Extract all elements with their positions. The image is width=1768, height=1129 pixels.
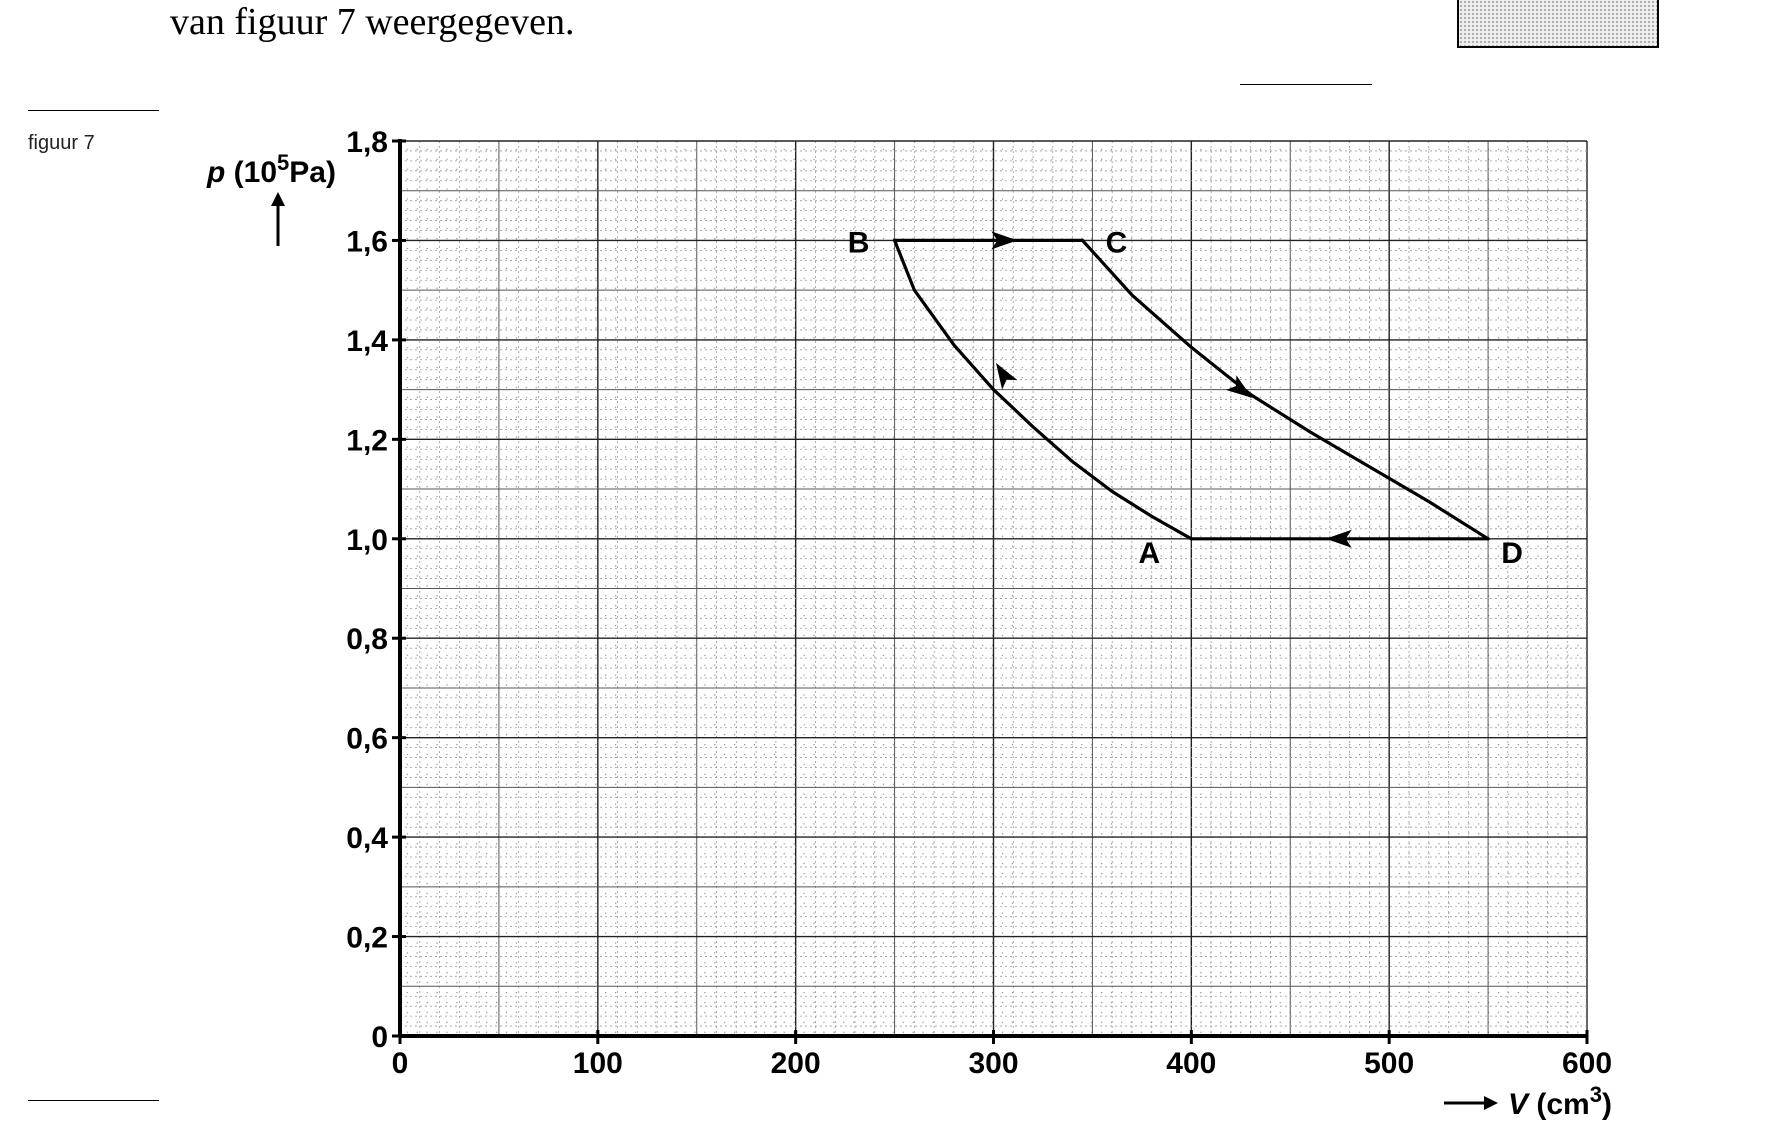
y-tick-label: 1,8 bbox=[346, 126, 388, 159]
x-tick-label: 600 bbox=[1562, 1047, 1612, 1080]
y-tick-label: 0,4 bbox=[346, 822, 388, 855]
x-tick-label: 500 bbox=[1364, 1047, 1414, 1080]
cycle-segment-a-b bbox=[892, 238, 1193, 541]
y-tick-label: 1,6 bbox=[346, 225, 388, 258]
x-tick-label: 400 bbox=[1166, 1047, 1216, 1080]
answer-score-box bbox=[1457, 0, 1659, 48]
point-label-a: A bbox=[1138, 537, 1160, 570]
y-tick-label: 0,6 bbox=[346, 723, 388, 756]
direction-arrow-icon bbox=[1225, 375, 1253, 398]
x-tick-label: 100 bbox=[573, 1047, 623, 1080]
intro-text: van figuur 7 weergegeven. bbox=[170, 1, 575, 43]
y-axis-title: p (105Pa) bbox=[206, 150, 336, 189]
x-tick-label: 300 bbox=[968, 1047, 1018, 1080]
divider-top bbox=[1240, 84, 1372, 85]
figure-label: figuur 7 bbox=[28, 132, 95, 154]
point-label-b: B bbox=[848, 226, 870, 259]
y-tick-label: 0,8 bbox=[346, 623, 388, 656]
divider-left-top bbox=[28, 110, 159, 111]
y-tick-label: 0,2 bbox=[346, 922, 388, 955]
point-label-c: C bbox=[1106, 226, 1128, 259]
point-label-d: D bbox=[1501, 537, 1523, 570]
x-axis-arrow-icon bbox=[1484, 1096, 1498, 1110]
x-tick-label: 0 bbox=[392, 1047, 409, 1080]
direction-arrow-icon bbox=[1325, 529, 1352, 548]
x-tick-label: 200 bbox=[771, 1047, 821, 1080]
y-tick-label: 0 bbox=[371, 1021, 388, 1054]
divider-left-bottom bbox=[28, 1100, 159, 1101]
y-tick-label: 1,4 bbox=[346, 325, 388, 358]
direction-arrow-icon bbox=[995, 362, 1018, 390]
y-tick-label: 1,2 bbox=[346, 424, 388, 457]
y-tick-label: 1,0 bbox=[346, 524, 388, 557]
y-axis-arrow-icon bbox=[271, 192, 285, 206]
x-axis-title: V (cm3) bbox=[1508, 1082, 1612, 1121]
direction-arrow-icon bbox=[991, 231, 1018, 250]
cycle-segment-c-d bbox=[1080, 238, 1490, 541]
